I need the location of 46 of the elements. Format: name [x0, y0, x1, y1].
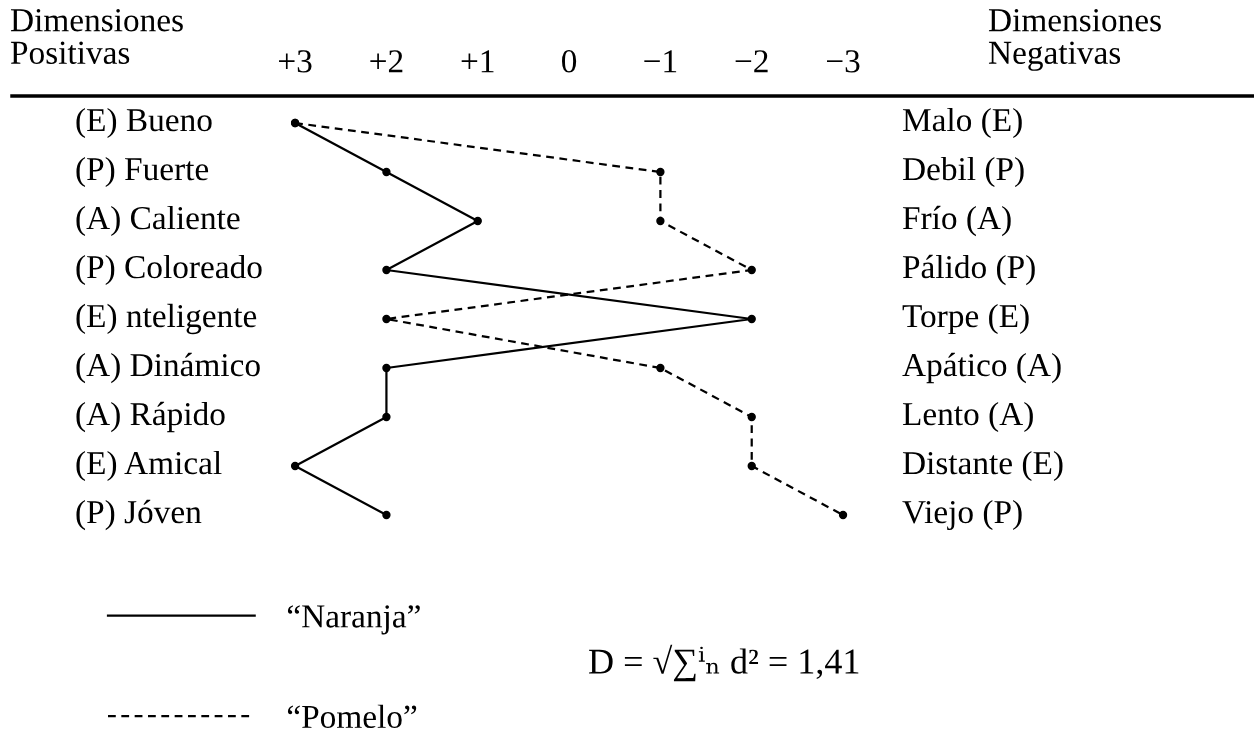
y-tick-label: (A) Dinámico	[76, 352, 260, 384]
y2-tick-label: Lento (A)	[902, 401, 1033, 433]
point	[656, 167, 665, 177]
x-tick-label: −3	[826, 50, 860, 73]
point	[473, 216, 482, 226]
y-tick-label: (P) Fuerte	[76, 156, 209, 188]
point	[747, 314, 756, 324]
y-axis-title: Dimensiones Positivas	[10, 9, 183, 64]
point	[382, 314, 391, 324]
y-tick-label: (E) Amical	[76, 450, 222, 482]
y2-tick-label: Viejo (P)	[902, 499, 1022, 531]
x-tick-label: +2	[370, 50, 403, 73]
y2-tick-label: Pálido (P)	[902, 254, 1035, 286]
point	[747, 265, 756, 275]
point	[382, 412, 391, 422]
y2-tick-label: Apático (A)	[902, 352, 1061, 384]
y2-tick-label: Distante (E)	[902, 450, 1063, 482]
point	[656, 363, 665, 373]
point	[747, 461, 756, 471]
x-tick-label: −1	[644, 50, 677, 73]
point	[838, 510, 848, 520]
y-tick-label: (A) Caliente	[76, 205, 240, 237]
y-tick-label: (E) Bueno	[76, 107, 212, 139]
y-tick-label: (A) Rápido	[76, 401, 225, 433]
x-tick-label: +1	[461, 50, 494, 73]
y2-tick-label: Debil (P)	[902, 156, 1024, 188]
y-tick-label: (P) Coloreado	[76, 254, 262, 286]
y2-tick-label: Torpe (E)	[902, 303, 1029, 335]
point	[382, 510, 391, 520]
x-tick-label: 0	[562, 50, 577, 73]
y2-tick-label: Frío (A)	[902, 205, 1011, 237]
y2-axis-title: Dimensiones Negativas	[988, 9, 1161, 71]
point	[382, 167, 391, 177]
y-tick-label: (P) Jóven	[76, 499, 202, 531]
point	[382, 363, 391, 373]
point	[656, 216, 665, 226]
x-tick-label: −2	[735, 50, 768, 73]
point	[747, 412, 756, 422]
legend-label: “Naranja”	[287, 605, 420, 635]
point	[290, 461, 300, 471]
point	[382, 265, 391, 275]
legend-label: “Pomelo”	[287, 704, 417, 729]
text: D = √∑ⁱₙ d² = 1,41	[589, 644, 859, 682]
y-tick-label: (E) nteligente	[76, 303, 257, 335]
x-tick-label: +3	[279, 50, 312, 73]
y2-tick-label: Malo (E)	[902, 107, 1022, 139]
